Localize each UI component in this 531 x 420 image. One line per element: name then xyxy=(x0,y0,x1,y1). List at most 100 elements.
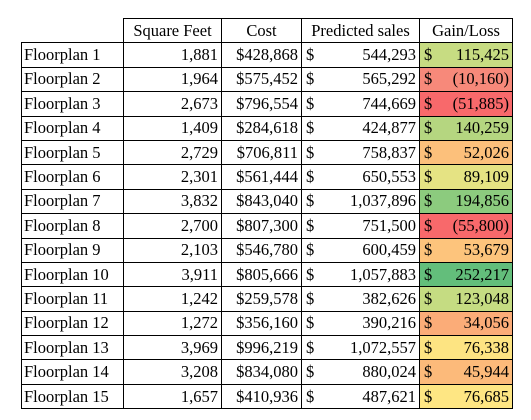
predicted-sales-cell: $1,072,557 xyxy=(301,335,420,361)
table-row: Floorplan 8 2,700 $807,300 $751,500 $ (55,800… xyxy=(21,213,513,239)
gain-loss-cell: $252,217 xyxy=(419,261,513,288)
cost-cell: $805,666 xyxy=(221,261,302,288)
predicted-sales-amount: 382,626 xyxy=(362,288,416,308)
square-feet-cell: 2,729 xyxy=(123,139,222,166)
square-feet-cell: 1,272 xyxy=(123,310,222,337)
gain-loss-cell: $53,679 xyxy=(419,237,513,263)
predicted-sales-value: $565,292 xyxy=(305,68,416,90)
gain-loss-cell: $45,944 xyxy=(419,359,513,385)
predicted-sales-amount: 751,500 xyxy=(362,215,416,235)
predicted-sales-value: $1,072,557 xyxy=(305,337,416,359)
predicted-sales-value: $600,459 xyxy=(305,239,416,261)
currency-symbol: $ xyxy=(424,45,433,65)
predicted-sales-value: $650,553 xyxy=(305,166,416,188)
table-row: Floorplan 3 2,673 $796,554 $744,669 $ (51,885… xyxy=(21,91,513,117)
currency-symbol: $ xyxy=(424,313,433,333)
cost-cell: $796,554 xyxy=(221,91,302,117)
row-name-cell: Floorplan 7 xyxy=(21,188,124,215)
currency-symbol: $ xyxy=(306,69,315,89)
row-name-cell: Floorplan 11 xyxy=(21,286,124,312)
row-name-cell: Floorplan 12 xyxy=(21,310,124,337)
predicted-sales-cell: $544,293 xyxy=(301,42,420,68)
predicted-sales-amount: 600,459 xyxy=(362,240,416,260)
header-cost: Cost xyxy=(221,17,302,44)
gain-loss-cell: $76,338 xyxy=(419,335,513,361)
gain-loss-value: $ (51,885) xyxy=(423,93,509,115)
row-name-cell: Floorplan 10 xyxy=(21,261,124,288)
currency-symbol: $ xyxy=(306,191,315,211)
gain-loss-amount: 76,338 xyxy=(463,337,509,357)
predicted-sales-value: $880,024 xyxy=(305,361,416,383)
gain-loss-amount: 140,259 xyxy=(455,118,509,138)
currency-symbol: $ xyxy=(424,69,433,89)
gain-loss-value: $76,685 xyxy=(423,386,509,408)
square-feet-cell: 3,969 xyxy=(123,335,222,361)
predicted-sales-cell: $424,877 xyxy=(301,115,420,141)
predicted-sales-cell: $565,292 xyxy=(301,66,420,93)
square-feet-cell: 1,881 xyxy=(123,42,222,68)
gain-loss-amount: 89,109 xyxy=(463,167,509,187)
gain-loss-amount: 194,856 xyxy=(455,191,509,211)
square-feet-cell: 3,911 xyxy=(123,261,222,288)
predicted-sales-amount: 424,877 xyxy=(362,118,416,138)
table-row: Floorplan 2 1,964 $575,452 $565,292 $ (10,160… xyxy=(21,66,513,93)
gain-loss-value: $53,679 xyxy=(423,239,509,261)
gain-loss-value: $ (10,160) xyxy=(423,68,509,90)
gain-loss-cell: $ (10,160) xyxy=(419,66,513,93)
table-row: Floorplan 13 3,969 $996,219 $1,072,557 $76,3… xyxy=(21,335,513,361)
predicted-sales-amount: 880,024 xyxy=(362,362,416,382)
cost-cell: $706,811 xyxy=(221,139,302,166)
currency-symbol: $ xyxy=(306,264,315,284)
table-row: Floorplan 7 3,832 $843,040 $1,037,896 $194,8… xyxy=(21,188,513,215)
row-name-cell: Floorplan 13 xyxy=(21,335,124,361)
gain-loss-cell: $ (55,800) xyxy=(419,213,513,239)
gain-loss-cell: $34,056 xyxy=(419,310,513,337)
currency-symbol: $ xyxy=(306,142,315,162)
predicted-sales-value: $751,500 xyxy=(305,215,416,237)
table-row: Floorplan 10 3,911 $805,666 $1,057,883 $252,… xyxy=(21,261,513,288)
table-row: Floorplan 4 1,409 $284,618 $424,877 $140,259 xyxy=(21,115,513,141)
gain-loss-cell: $115,425 xyxy=(419,42,513,68)
gain-loss-cell: $76,685 xyxy=(419,383,513,410)
predicted-sales-value: $390,216 xyxy=(305,312,416,334)
table-row: Floorplan 9 2,103 $546,780 $600,459 $53,679 xyxy=(21,237,513,263)
gain-loss-value: $34,056 xyxy=(423,312,509,334)
currency-symbol: $ xyxy=(424,118,433,138)
gain-loss-cell: $89,109 xyxy=(419,164,513,190)
table-row: Floorplan 12 1,272 $356,160 $390,216 $34,056 xyxy=(21,310,513,337)
gain-loss-amount: 115,425 xyxy=(455,45,509,65)
currency-symbol: $ xyxy=(424,142,433,162)
cost-cell: $996,219 xyxy=(221,335,302,361)
currency-symbol: $ xyxy=(424,362,433,382)
gain-loss-amount: (10,160) xyxy=(452,69,509,89)
currency-symbol: $ xyxy=(424,240,433,260)
currency-symbol: $ xyxy=(306,215,315,235)
square-feet-cell: 1,409 xyxy=(123,115,222,141)
square-feet-cell: 1,242 xyxy=(123,286,222,312)
cost-cell: $410,936 xyxy=(221,383,302,410)
currency-symbol: $ xyxy=(306,337,315,357)
predicted-sales-cell: $390,216 xyxy=(301,310,420,337)
gain-loss-amount: 53,679 xyxy=(463,240,509,260)
predicted-sales-cell: $382,626 xyxy=(301,286,420,312)
cost-cell: $843,040 xyxy=(221,188,302,215)
gain-loss-cell: $140,259 xyxy=(419,115,513,141)
currency-symbol: $ xyxy=(424,191,433,211)
gain-loss-value: $76,338 xyxy=(423,337,509,359)
gain-loss-value: $252,217 xyxy=(423,264,509,286)
square-feet-cell: 3,832 xyxy=(123,188,222,215)
gain-loss-value: $115,425 xyxy=(423,44,509,66)
predicted-sales-cell: $487,621 xyxy=(301,383,420,410)
predicted-sales-value: $544,293 xyxy=(305,44,416,66)
row-name-cell: Floorplan 4 xyxy=(21,115,124,141)
currency-symbol: $ xyxy=(424,167,433,187)
currency-symbol: $ xyxy=(306,93,315,113)
floorplan-table: Square Feet Cost Predicted sales Gain/Lo… xyxy=(21,17,513,410)
row-name-cell: Floorplan 6 xyxy=(21,164,124,190)
predicted-sales-amount: 744,669 xyxy=(362,93,416,113)
gain-loss-amount: (55,800) xyxy=(452,215,509,235)
table-row: Floorplan 1 1,881 $428,868 $544,293 $115,425 xyxy=(21,42,513,68)
gain-loss-amount: 123,048 xyxy=(455,288,509,308)
predicted-sales-cell: $751,500 xyxy=(301,213,420,239)
currency-symbol: $ xyxy=(306,118,315,138)
